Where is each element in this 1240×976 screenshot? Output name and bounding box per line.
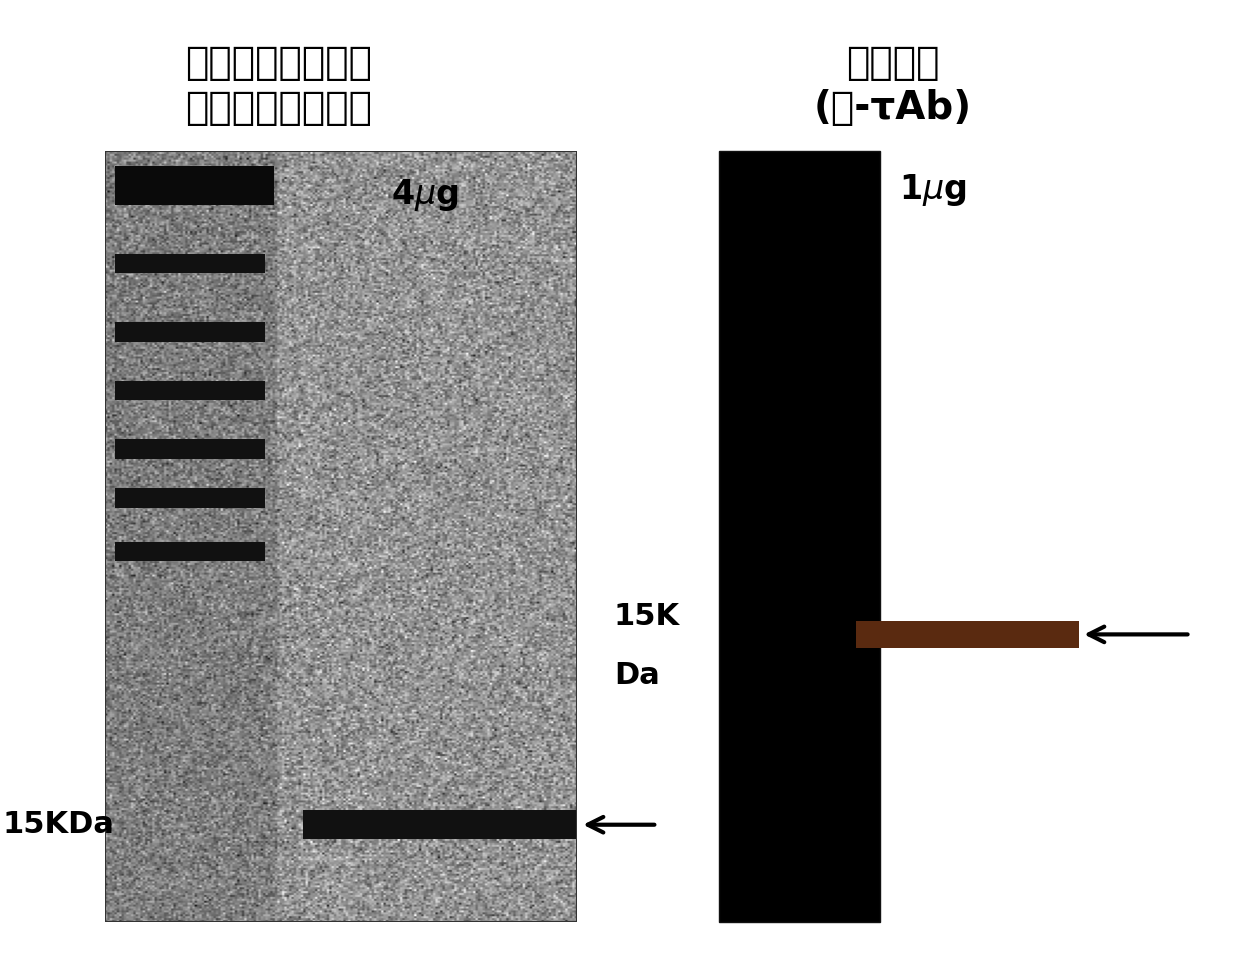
Text: 免疫印迹
(抗-τAb): 免疫印迹 (抗-τAb): [813, 44, 972, 128]
Text: Da: Da: [614, 661, 660, 690]
Bar: [719, 151, 880, 922]
Text: 1$\mu$g: 1$\mu$g: [899, 173, 967, 208]
Text: 4$\mu$g: 4$\mu$g: [391, 178, 459, 213]
Text: 15KDa: 15KDa: [2, 810, 114, 839]
Text: 15K: 15K: [614, 602, 680, 631]
Bar: [856, 621, 1079, 648]
Text: 十二烷基硫酸钠聚
丙烯酰胺凝胶电泳: 十二烷基硫酸钠聚 丙烯酰胺凝胶电泳: [186, 44, 372, 128]
